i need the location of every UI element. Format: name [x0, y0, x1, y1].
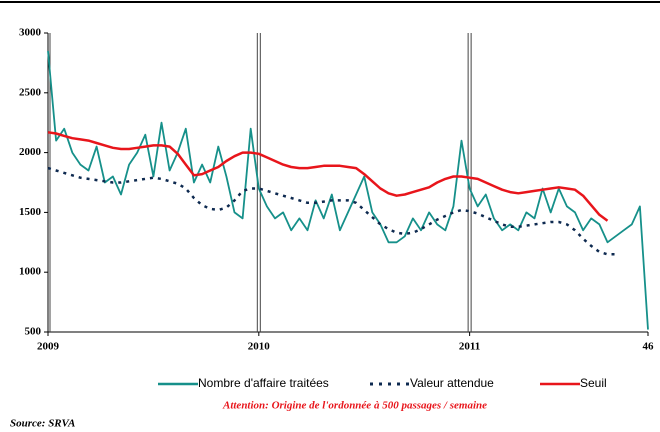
series-line — [47, 131, 609, 222]
y-tick-label: 500 — [25, 326, 42, 338]
y-tick-label: 1000 — [19, 266, 42, 278]
x-tick-label: 46 — [643, 341, 655, 353]
legend-label: Seuil — [580, 376, 607, 390]
y-tick-label: 1500 — [19, 206, 42, 218]
y-tick-label: 3000 — [19, 27, 42, 39]
source: Source: SRVA — [10, 418, 75, 430]
x-tick-label: 2010 — [248, 341, 271, 353]
series-line — [47, 50, 649, 330]
series-line — [47, 166, 616, 256]
y-tick-label: 2000 — [19, 146, 42, 158]
legend-label: Nombre d'affaire traitées — [198, 376, 329, 390]
annotation: Attention: Origine de l'ordonnée à 500 p… — [222, 400, 487, 412]
x-tick-label: 2011 — [459, 341, 480, 353]
y-tick-label: 2500 — [19, 86, 42, 98]
x-tick-label: 2009 — [37, 341, 60, 353]
legend-label: Valeur attendue — [410, 376, 494, 390]
